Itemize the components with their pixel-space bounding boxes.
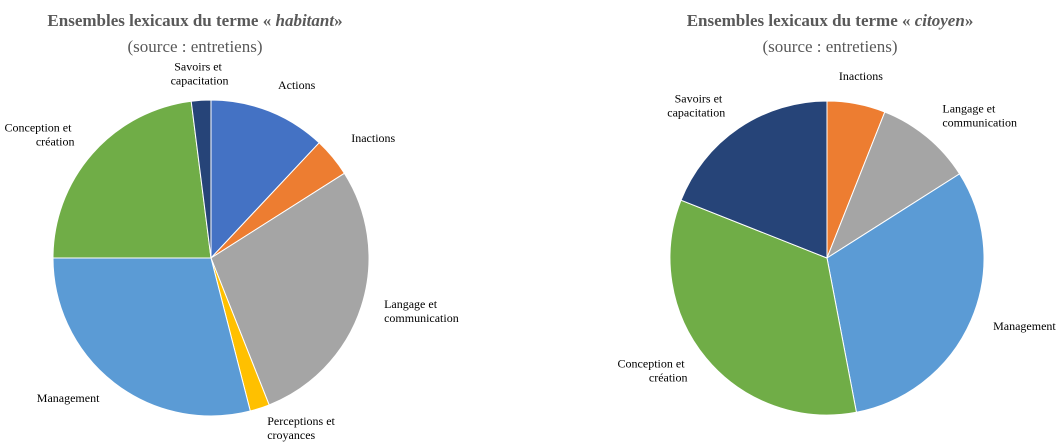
label-line: création [36, 135, 75, 149]
label-line: croyances [267, 428, 315, 442]
slice-label: Savoirs et capacitation [667, 91, 725, 119]
label-line: communication [384, 311, 459, 325]
pie-slice [190, 99, 212, 259]
slice-label: Langage et communication [384, 297, 459, 325]
slice-label: Conception et création [4, 121, 74, 149]
pie-slice [210, 172, 370, 406]
label-line: Perceptions et [267, 414, 338, 428]
slice-label: Conception et création [618, 356, 688, 384]
slice-label: Langage et communication [942, 102, 1017, 130]
label-line: Conception et [4, 121, 74, 135]
pie-slice [825, 111, 961, 260]
title-part: Ensembles lexicaux du terme « [687, 11, 915, 30]
chart-subtitle: (source : entretiens) [128, 37, 263, 56]
chart-title: Ensembles lexicaux du terme « habitant» [47, 11, 342, 30]
label-line: Savoirs et [174, 59, 225, 73]
label-line: communication [942, 116, 1017, 130]
label-line: capacitation [667, 105, 725, 119]
pie-slice [210, 99, 320, 260]
pie-slice [680, 100, 828, 259]
pie-slice [826, 173, 985, 413]
chart-title: Ensembles lexicaux du terme « citoyen» [687, 11, 974, 30]
slice-label: Inactions [839, 69, 883, 83]
title-part: » [334, 11, 343, 30]
slice-label: Perceptions et croyances [267, 414, 338, 442]
label-line: capacitation [171, 73, 229, 87]
label-line: Langage et [384, 297, 440, 311]
title-part: Ensembles lexicaux du terme « [47, 11, 275, 30]
slice-label: Management [993, 319, 1056, 333]
label-line: Savoirs et [675, 91, 726, 105]
label-line: Conception et [618, 356, 688, 370]
title-part: » [965, 11, 974, 30]
pie-slice [52, 100, 212, 259]
slice-label: Savoirs et capacitation [171, 59, 229, 87]
pie-slice [52, 257, 251, 417]
title-part: habitant [275, 11, 335, 30]
label-line: Langage et [942, 102, 998, 116]
slice-label: Actions [278, 78, 316, 92]
pie-slice [669, 199, 858, 416]
slice-label: Management [37, 391, 100, 405]
label-line: création [649, 370, 688, 384]
title-part: citoyen [915, 11, 965, 30]
slice-label: Inactions [351, 131, 395, 145]
chart-subtitle: (source : entretiens) [763, 37, 898, 56]
